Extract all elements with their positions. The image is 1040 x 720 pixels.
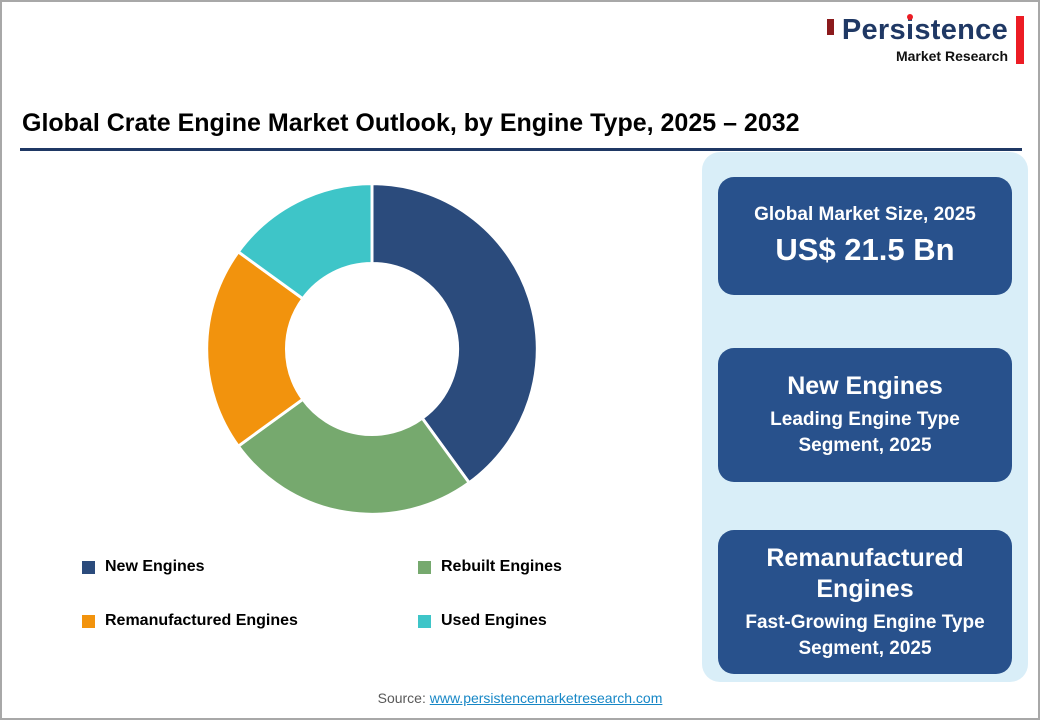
highlight-card-market-size: Global Market Size, 2025 US$ 21.5 Bn <box>718 177 1012 295</box>
legend-label: Rebuilt Engines <box>441 558 562 575</box>
leading-segment-title: New Engines <box>787 372 943 401</box>
logo-text: Persistence Market Research <box>841 14 1008 65</box>
donut-slice-new-engines <box>370 182 539 485</box>
legend-label: New Engines <box>105 558 205 575</box>
legend-item-remanufactured-engines: Remanufactured Engines <box>82 612 418 630</box>
donut-slice-used-engines <box>236 182 374 301</box>
market-size-label: Global Market Size, 2025 <box>754 204 976 225</box>
title-underline <box>20 148 1022 151</box>
legend-swatch-new-engines <box>82 560 95 574</box>
legend-swatch-remanufactured-engines <box>82 614 95 628</box>
brand-dotted-i: i <box>905 14 915 46</box>
legend-swatch-used-engines <box>418 614 431 628</box>
legend-item-rebuilt-engines: Rebuilt Engines <box>418 558 662 576</box>
logo-accent-bar-right <box>1016 16 1024 64</box>
legend-label: Used Engines <box>441 612 547 629</box>
page-title: Global Crate Engine Market Outlook, by E… <box>22 109 800 137</box>
highlight-card-fast-growing-segment: Remanufactured Engines Fast-Growing Engi… <box>718 530 1012 674</box>
pmr-logo: Persistence Market Research <box>826 14 1024 65</box>
fast-growing-segment-subtitle: Fast-Growing Engine Type Segment, 2025 <box>745 612 985 659</box>
chart-legend: New Engines Rebuilt Engines Remanufactur… <box>82 558 662 630</box>
logo-accent-bar-left <box>826 19 834 35</box>
market-size-value: US$ 21.5 Bn <box>775 232 955 267</box>
source-link[interactable]: www.persistencemarketresearch.com <box>429 690 663 706</box>
legend-item-used-engines: Used Engines <box>418 612 662 630</box>
brand-name: Persistence <box>841 14 1008 46</box>
legend-swatch-rebuilt-engines <box>418 560 431 574</box>
highlights-panel: Global Market Size, 2025 US$ 21.5 Bn New… <box>702 152 1028 682</box>
leading-segment-subtitle: Leading Engine Type Segment, 2025 <box>770 409 960 457</box>
legend-label: Remanufactured Engines <box>105 612 298 629</box>
donut-chart <box>205 182 539 516</box>
legend-item-new-engines: New Engines <box>82 558 418 576</box>
source-label: Source: <box>377 690 426 706</box>
donut-slice-remanufactured-engines <box>205 250 305 448</box>
brand-tagline: Market Research <box>895 48 1008 64</box>
fast-growing-segment-title: Remanufactured Engines <box>766 543 964 603</box>
source-line: Source: www.persistencemarketresearch.co… <box>2 690 1038 706</box>
donut-slice-rebuilt-engines <box>236 397 471 516</box>
donut-chart-area <box>197 174 547 524</box>
highlight-card-leading-segment: New Engines Leading Engine Type Segment,… <box>718 348 1012 482</box>
